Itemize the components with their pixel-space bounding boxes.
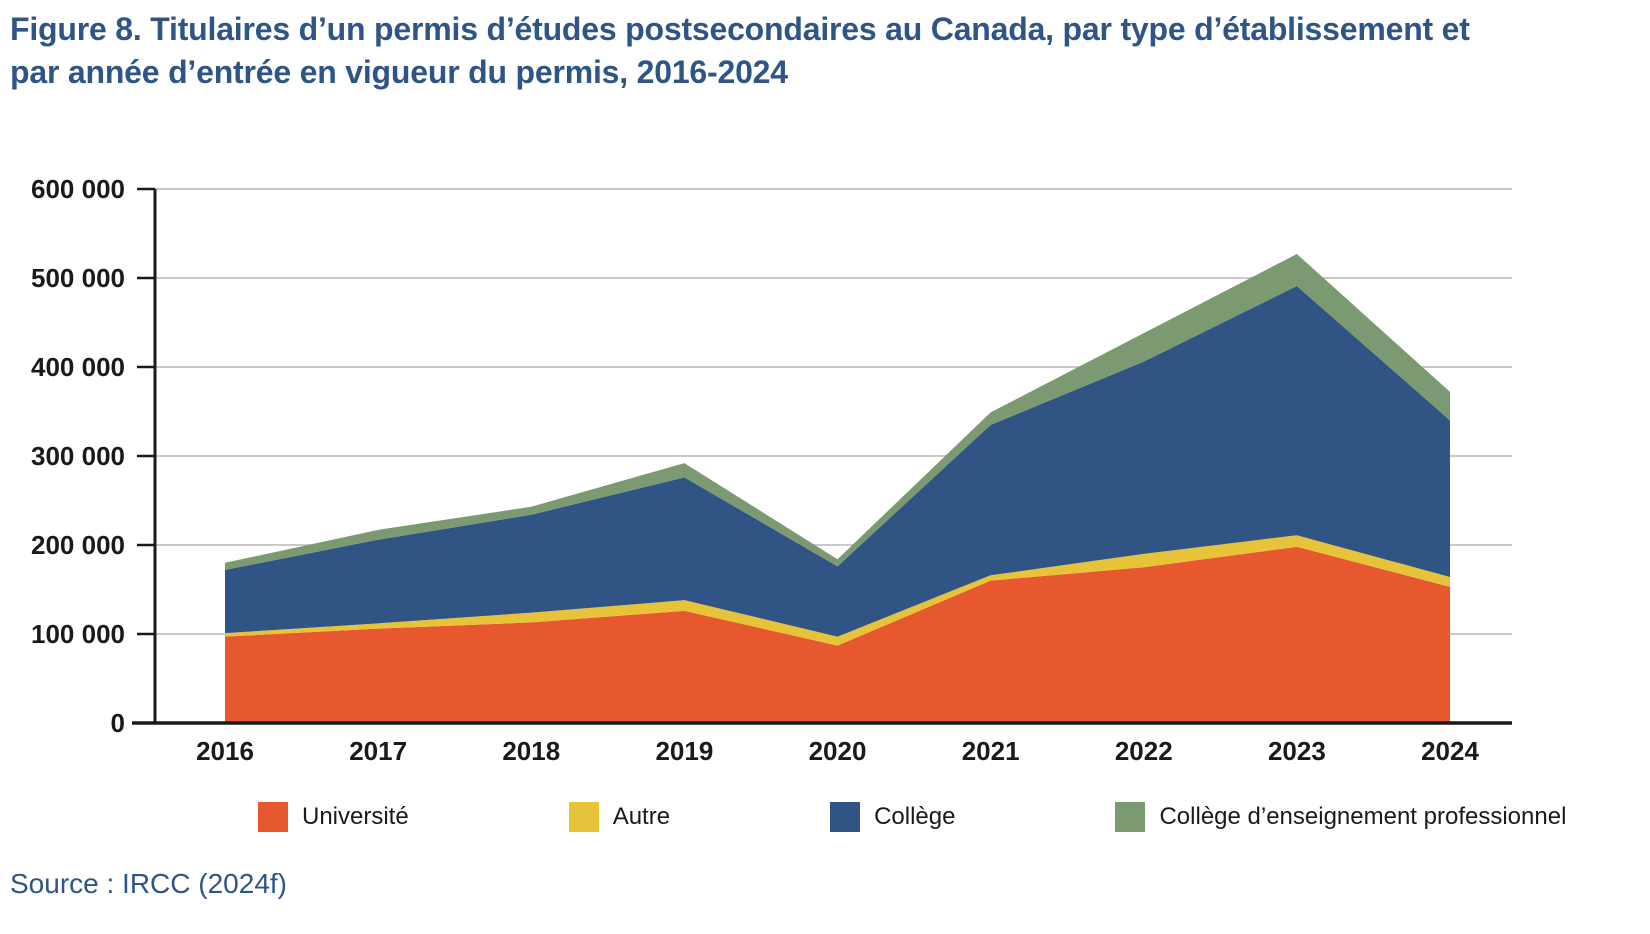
legend-item-universite: Université [258,802,409,832]
y-tick-label: 0 [111,708,125,738]
legend-item-college: Collège [830,802,955,832]
x-tick-label: 2023 [1268,736,1326,766]
legend-swatch-universite [258,802,288,832]
x-tick-label: 2024 [1421,736,1479,766]
y-tick-label: 600 000 [31,174,125,204]
legend-swatch-college [830,802,861,832]
x-tick-label: 2016 [196,736,254,766]
x-tick-label: 2017 [349,736,407,766]
x-tick-label: 2020 [809,736,867,766]
area-series-3 [225,253,1450,570]
x-tick-label: 2018 [502,736,560,766]
y-tick-label: 200 000 [31,530,125,560]
figure-title: Figure 8. Titulaires d’un permis d’étude… [10,11,1470,91]
legend-label-autre: Autre [612,803,671,830]
area-series-0 [225,546,1450,723]
x-tick-label: 2019 [655,736,713,766]
y-tick-label: 300 000 [31,441,125,471]
area-series-1 [225,535,1450,646]
legend-label-universite: Université [302,803,409,830]
y-tick-label: 100 000 [31,619,125,649]
legend-label-college: Collège [874,803,956,830]
x-tick-label: 2022 [1115,736,1173,766]
chart-legend: Université Autre Collège Collège d’ensei… [258,802,1566,832]
x-tick-label: 2021 [962,736,1020,766]
legend-item-college-professionnel: Collège d’enseignement professionnel [1115,802,1566,832]
legend-item-autre: Autre [568,802,671,832]
y-tick-label: 500 000 [31,263,125,293]
legend-label-college-professionnel: Collège d’enseignement professionnel [1159,803,1567,830]
legend-swatch-college-professionnel [1115,802,1146,832]
y-tick-label: 400 000 [31,352,125,382]
source-note: Source : IRCC (2024f) [10,868,287,899]
area-series-2 [225,286,1450,637]
legend-swatch-autre [568,802,599,832]
